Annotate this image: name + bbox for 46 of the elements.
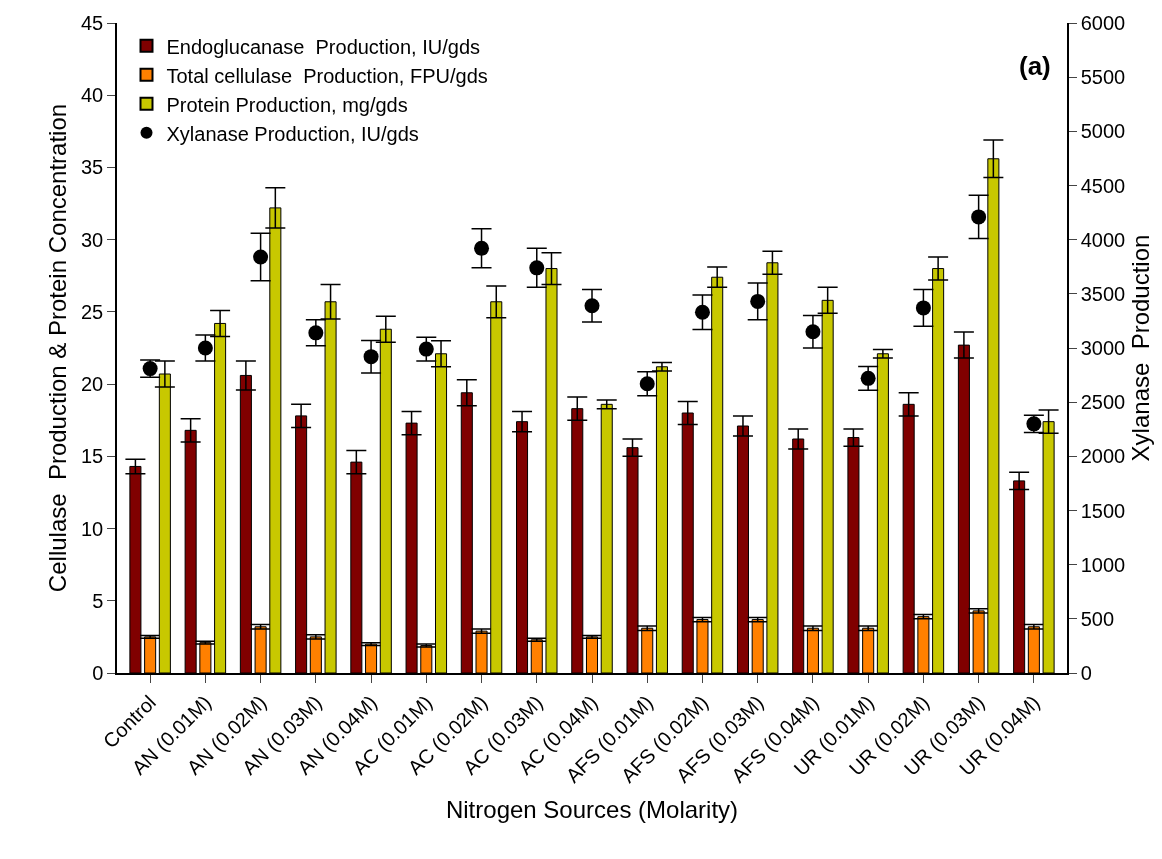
point (805, 324, 821, 340)
x-axis-title: Nitrogen Sources (Molarity) (445, 795, 739, 823)
y-tick-label: 20 (81, 373, 104, 396)
y-tick-label: 40 (81, 84, 104, 107)
y2-tick-label: 3000 (1080, 337, 1126, 359)
y-tick-label: 15 (81, 445, 104, 468)
legend-label: Total cellulase Production, FPU/gds (166, 64, 488, 87)
y2-tick-label: 3500 (1080, 282, 1126, 305)
legend-label: Protein Production, mg/gds (166, 93, 408, 116)
y2-tick-label: 5000 (1080, 120, 1126, 143)
y-tick-label: 25 (81, 300, 104, 323)
legend-label: Endoglucanase Production, IU/gds (166, 35, 481, 58)
legend-label: Xylanase Production, IU/gds (166, 122, 419, 145)
point (971, 209, 987, 225)
y2-tick-label: 4000 (1080, 228, 1126, 251)
point (308, 325, 324, 341)
y-tick-label: 45 (81, 12, 104, 34)
y2-tick-label: 5500 (1080, 66, 1126, 89)
y-tick-label: 10 (81, 517, 104, 540)
y-tick-label: 5 (92, 589, 104, 612)
y-tick-label: 35 (81, 156, 104, 179)
y-axis-title: Cellulase Production & Protein Concentration (43, 103, 71, 593)
y-tick-label: 30 (81, 228, 104, 251)
point (860, 370, 876, 386)
point (363, 349, 379, 365)
y2-tick-label: 0 (1080, 662, 1092, 684)
y2-tick-label: 500 (1080, 607, 1115, 630)
y-tick-label: 0 (92, 662, 104, 684)
y2-tick-label: 6000 (1080, 12, 1126, 34)
y2-tick-label: 1000 (1080, 553, 1126, 576)
point (750, 293, 766, 309)
y2-tick-label: 1500 (1080, 499, 1126, 522)
point (529, 260, 545, 276)
y2-tick-label: 2000 (1080, 445, 1126, 468)
y2-tick-label: 4500 (1080, 174, 1126, 197)
point (915, 300, 931, 316)
point (584, 298, 600, 314)
y2-tick-label: 2500 (1080, 391, 1126, 414)
point (694, 304, 710, 320)
point (418, 341, 434, 357)
point (639, 376, 655, 392)
point (474, 240, 490, 256)
point (253, 249, 269, 265)
point (197, 340, 213, 356)
y2-axis-title: Xylanase Production (1127, 234, 1155, 462)
annotation: (a) (1019, 51, 1051, 81)
